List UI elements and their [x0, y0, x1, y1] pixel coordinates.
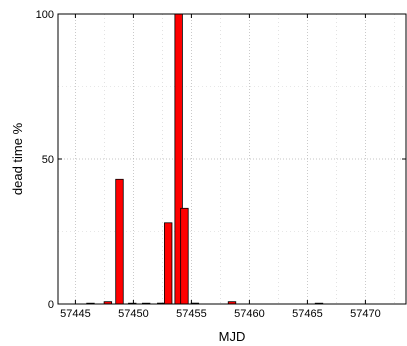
y-tick-label: 0 [48, 299, 54, 311]
x-tick-label: 57460 [234, 308, 265, 320]
bar [180, 207, 189, 305]
x-tick-label: 57450 [118, 308, 149, 320]
bar [164, 222, 173, 305]
bar [115, 178, 124, 305]
y-axis-label: dead time % [10, 122, 25, 195]
y-tick-label: 100 [36, 9, 54, 21]
x-tick-label: 57455 [176, 308, 207, 320]
x-tick-label: 57465 [292, 308, 323, 320]
x-axis-label: MJD [219, 329, 246, 344]
y-tick-label: 50 [42, 154, 54, 166]
x-tick-label: 57470 [350, 308, 381, 320]
x-tick-label: 57445 [60, 308, 91, 320]
ticks: 57445 57450 57455 57460 57465 57470 0 50 100 [36, 9, 406, 320]
